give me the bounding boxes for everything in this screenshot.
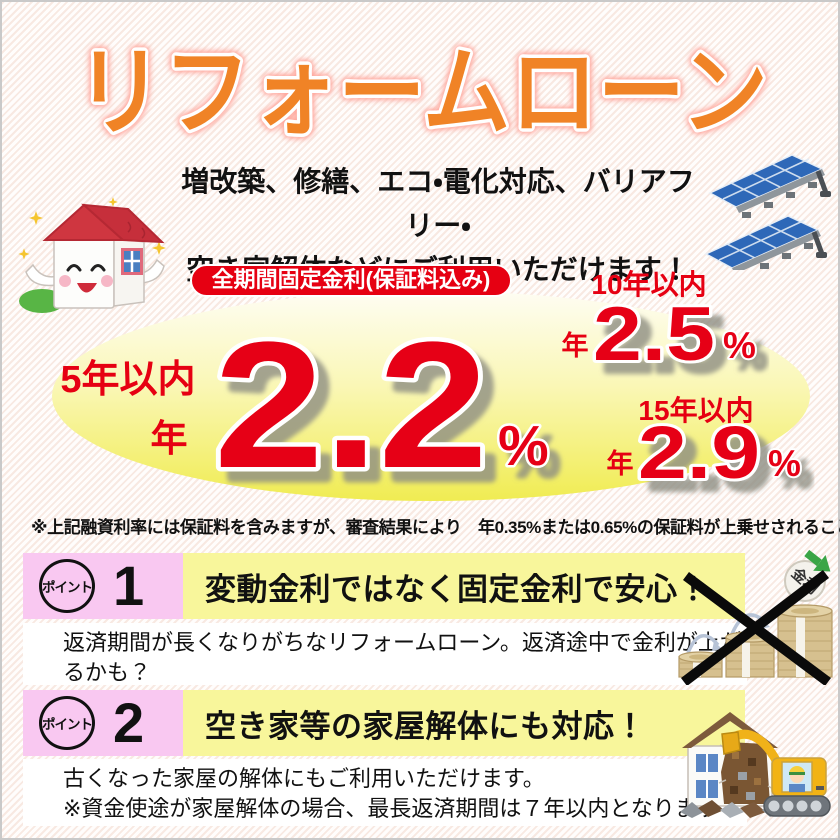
point-1-number: 1 [113, 554, 145, 617]
rising-interest-crossed-illustration: 金利 [678, 549, 833, 685]
house-mascot-illustration [18, 197, 166, 313]
primary-rate-unit: % [498, 414, 549, 478]
sparkle-icon [18, 197, 166, 260]
point-2-body: 古くなった家屋の解体にもご利用いただけます。 ※資金使途が家屋解体の場合、最長返… [23, 759, 747, 826]
point-2-heading: 空き家等の家屋解体にも対応！ [183, 690, 745, 756]
long-rate-value: 2.9 [638, 411, 760, 494]
point-badge-circle: ポイント [39, 559, 95, 613]
point-2-body-line-2: ※資金使途が家屋解体の場合、最長返済期間は７年以内となります [63, 796, 719, 821]
rate-badge: 全期間固定金利(保証料込み) [190, 264, 512, 297]
mid-rate-unit: % [723, 325, 756, 366]
up-arrow-icon [804, 549, 831, 572]
mid-rate-value: 2.5 [593, 292, 715, 377]
point-1-header: ポイント 1 変動金利ではなく固定金利で安心！ [23, 553, 745, 619]
mid-term-label: 10年以内 [591, 268, 706, 300]
x-mark-icon [680, 569, 831, 685]
point-1-body: 返済期間が長くなりがちなリフォームローン。返済途中で金利が上がるかも？ ご心配な… [23, 623, 747, 715]
solar-panel-icon [704, 215, 827, 270]
long-rate-unit: % [768, 443, 801, 484]
mid-year-prefix: 年 [562, 330, 589, 361]
intro-line-1: 増改築、修繕、エコ・電化対応、バリアフリー・ [181, 166, 695, 241]
point-1-heading: 変動金利ではなく固定金利で安心！ [183, 553, 745, 619]
point-1-badge-box: ポイント 1 [23, 553, 183, 619]
point-2-body-line-1: 古くなった家屋の解体にもご利用いただけます。 [63, 766, 545, 791]
point-2-header: ポイント 2 空き家等の家屋解体にも対応！ [23, 690, 745, 756]
point-2-badge-box: ポイント 2 [23, 690, 183, 756]
primary-rate-value: 2.2 [214, 305, 488, 506]
excavator-icon [721, 729, 831, 817]
point-2-number: 2 [113, 691, 145, 754]
page-title: リフォームローン [73, 35, 772, 151]
long-year-prefix: 年 [607, 448, 634, 479]
rate-disclaimer: ※上記融資利率には保証料を含みますが、審査結果により 年0.35%または0.65… [31, 518, 840, 537]
primary-year-prefix: 年 [151, 418, 188, 459]
rate-highlight-ellipse [52, 291, 810, 501]
solar-panels-illustration [704, 154, 831, 270]
solar-panel-icon [708, 154, 831, 218]
primary-term-label: 5年以内 [60, 359, 195, 401]
long-term-label: 15年以内 [638, 394, 753, 426]
point-1-body-line-1: 返済期間が長くなりがちなリフォームローン。返済途中で金利が上がるかも？ [63, 630, 742, 685]
point-badge-circle: ポイント [39, 696, 95, 750]
house-demolition-illustration [680, 712, 831, 818]
rates-panel: 5年以内 年 2.2 % 10年以内 年 2.5 % 15年以内 年 2.9 % [60, 268, 802, 511]
page-title-text: リフォームローン [76, 38, 768, 147]
